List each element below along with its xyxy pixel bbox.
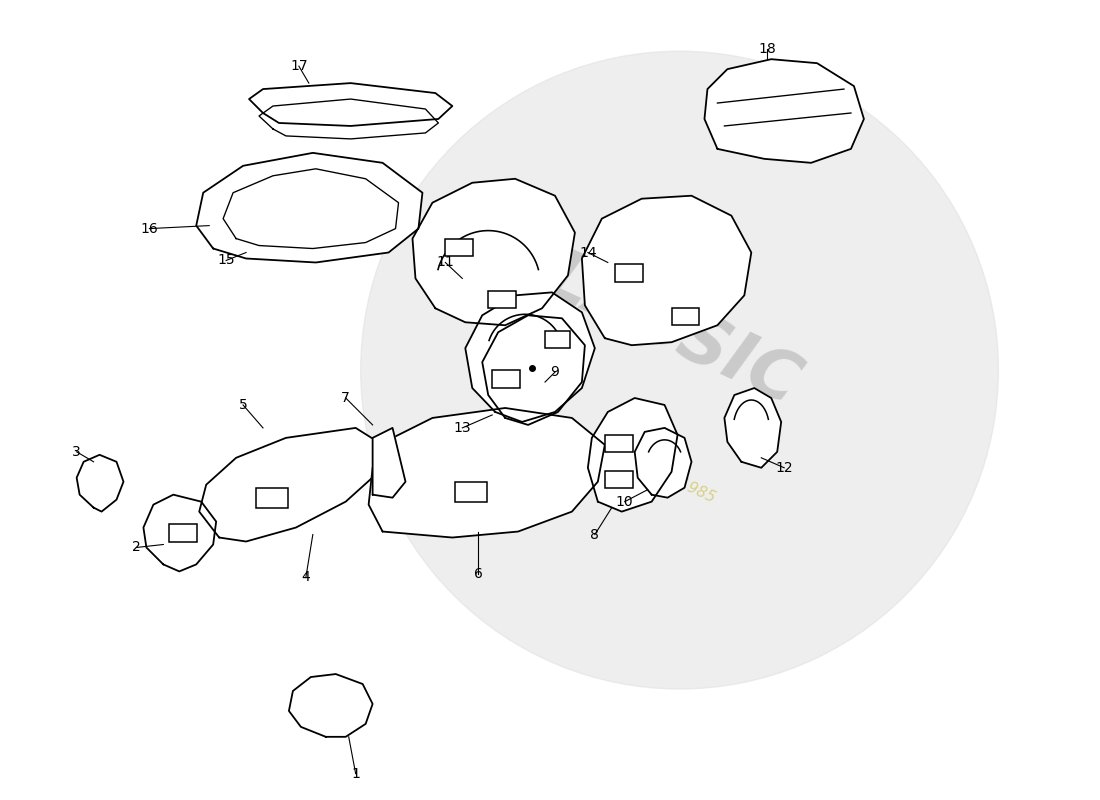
Bar [455, 482, 487, 502]
Text: 16: 16 [141, 222, 158, 235]
Text: 17: 17 [290, 59, 308, 73]
Text: 8: 8 [591, 527, 600, 542]
Polygon shape [196, 153, 422, 262]
Polygon shape [582, 196, 751, 345]
Polygon shape [289, 674, 373, 737]
Text: 18: 18 [758, 42, 777, 56]
Text: parts: parts [623, 209, 737, 292]
Text: 2: 2 [132, 541, 141, 554]
Text: 4: 4 [301, 570, 310, 584]
Polygon shape [143, 494, 217, 571]
Text: 1: 1 [351, 766, 360, 781]
Text: 9: 9 [550, 365, 560, 379]
Text: 14: 14 [579, 246, 596, 259]
Circle shape [361, 51, 999, 689]
Bar [544, 331, 570, 348]
Bar [169, 523, 197, 542]
Text: CLASSIC: CLASSIC [490, 222, 811, 419]
Polygon shape [635, 428, 692, 498]
Text: a passion for parts since 1985: a passion for parts since 1985 [502, 394, 717, 506]
Text: 7: 7 [341, 391, 350, 405]
Text: 13: 13 [453, 421, 471, 435]
Text: 3: 3 [73, 445, 81, 459]
Text: 11: 11 [437, 255, 454, 270]
Polygon shape [587, 398, 678, 512]
Polygon shape [482, 315, 585, 425]
Polygon shape [373, 428, 406, 498]
Bar [492, 370, 520, 388]
Bar [615, 265, 642, 282]
Polygon shape [704, 59, 864, 163]
Text: 10: 10 [616, 494, 634, 509]
Polygon shape [465, 292, 595, 422]
Polygon shape [77, 455, 123, 512]
Polygon shape [725, 388, 781, 468]
Polygon shape [412, 178, 575, 326]
Polygon shape [199, 428, 383, 542]
Polygon shape [249, 83, 452, 126]
Bar [672, 308, 700, 326]
Bar [446, 238, 473, 255]
Text: 15: 15 [218, 254, 235, 267]
Bar [605, 470, 632, 488]
Text: 12: 12 [776, 461, 793, 474]
Text: 6: 6 [474, 567, 483, 582]
Polygon shape [368, 408, 605, 538]
Text: 5: 5 [239, 398, 248, 412]
Bar [605, 435, 632, 452]
Bar [256, 488, 288, 508]
Bar [488, 291, 516, 308]
